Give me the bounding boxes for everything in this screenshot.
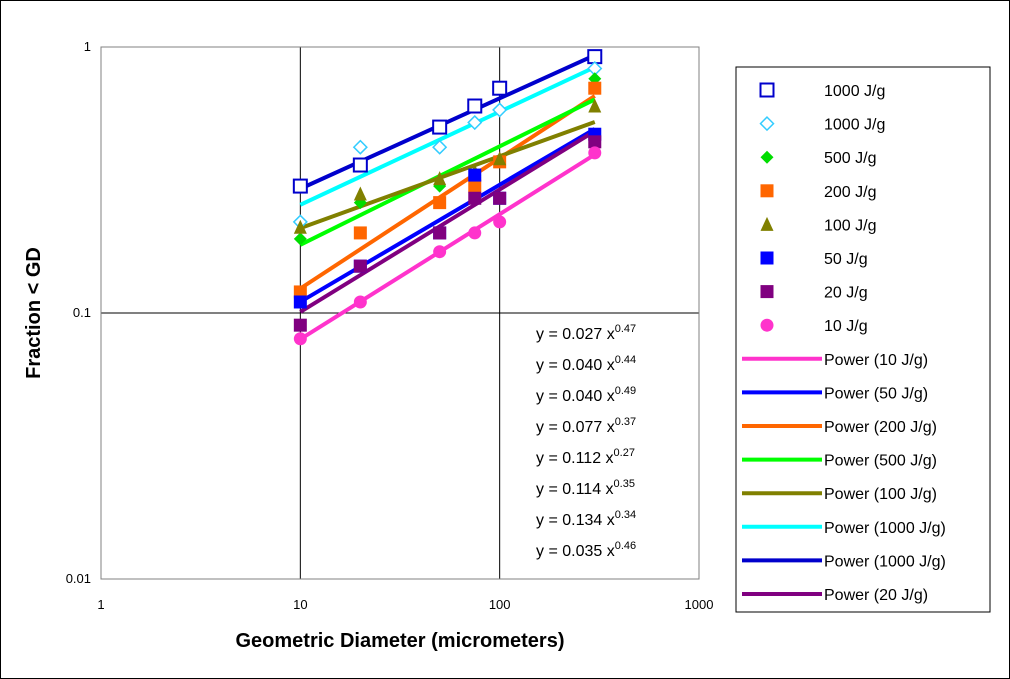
data-point [353, 226, 367, 240]
equation-label: y = 0.112 x0.27 [536, 447, 635, 467]
data-point [468, 226, 482, 240]
data-point [468, 191, 482, 205]
data-point [492, 80, 508, 96]
data-point [353, 259, 367, 273]
legend-marker [759, 82, 775, 98]
data-point [353, 186, 367, 201]
legend-marker [760, 216, 774, 231]
equation-label: y = 0.040 x0.49 [536, 385, 636, 405]
tick-labels: 1 10 100 1000 0.01 0.1 1 [66, 39, 714, 612]
x-tick-label: 100 [489, 597, 511, 612]
legend-label: 50 J/g [824, 251, 868, 268]
legend-marker [760, 150, 774, 164]
legend-box [735, 66, 991, 613]
trendline [299, 120, 596, 230]
trendline [299, 152, 596, 341]
equation-labels: y = 0.027 x0.47 y = 0.040 x0.44 y = 0.040 … [536, 323, 636, 560]
legend-label: 20 J/g [824, 285, 868, 302]
trendline [299, 97, 596, 247]
trendline [299, 127, 596, 304]
legend-marker [760, 251, 774, 265]
equation-label: y = 0.035 x0.46 [536, 540, 636, 560]
data-point [588, 98, 602, 113]
y-tick-label: 0.01 [66, 571, 91, 586]
equation-label: y = 0.077 x0.37 [536, 416, 636, 436]
legend-marker [760, 184, 774, 198]
equation-label: y = 0.134 x0.34 [536, 509, 636, 529]
data-point [588, 146, 602, 160]
y-tick-label: 1 [84, 39, 91, 54]
legend-label: Power (200 J/g) [824, 419, 937, 436]
legend-marker [760, 285, 774, 299]
data-point [293, 285, 307, 299]
equation-label: y = 0.114 x0.35 [536, 478, 635, 498]
legend-label: Power (10 J/g) [824, 352, 928, 369]
legend-marker [759, 116, 775, 132]
trendlines [299, 53, 596, 341]
data-point [493, 215, 507, 229]
legend-label: 10 J/g [824, 318, 868, 335]
data-point [588, 81, 602, 95]
legend-label: Power (1000 J/g) [824, 520, 946, 537]
legend-label: 1000 J/g [824, 117, 885, 134]
legend-label: Power (20 J/g) [824, 587, 928, 604]
data-point [493, 151, 507, 166]
legend-label: 1000 J/g [824, 83, 885, 100]
data-point [433, 196, 447, 210]
equation-label: y = 0.027 x0.47 [536, 323, 636, 343]
data-point [293, 295, 307, 309]
legend-label: Power (500 J/g) [824, 453, 937, 470]
trendline [299, 129, 596, 314]
trendline [299, 94, 596, 291]
legend-label: 500 J/g [824, 150, 876, 167]
grid [101, 47, 699, 579]
data-point [353, 295, 367, 309]
data-point [352, 157, 368, 173]
trendline [299, 53, 596, 191]
legend-label: Power (100 J/g) [824, 486, 937, 503]
data-point [467, 114, 483, 131]
data-point [432, 139, 448, 155]
data-point [588, 135, 602, 149]
x-tick-label: 1 [97, 597, 104, 612]
data-point [352, 139, 368, 155]
data-point [433, 226, 447, 240]
legend-marker [760, 318, 774, 332]
legend: 1000 J/g 1000 J/g 500 J/g 200 J/g 100 J/g 50 … [735, 66, 991, 613]
trendline [299, 65, 596, 207]
x-tick-label: 1000 [685, 597, 714, 612]
data-point [293, 219, 307, 234]
data-point [433, 245, 447, 259]
data-point [468, 179, 482, 193]
data-markers [292, 49, 603, 346]
data-point [468, 168, 482, 182]
legend-label: Power (50 J/g) [824, 385, 928, 402]
data-point [492, 102, 508, 118]
legend-label: 100 J/g [824, 217, 876, 234]
x-tick-label: 10 [293, 597, 307, 612]
y-axis-title: Fraction < GD [23, 247, 45, 379]
data-point [433, 171, 447, 186]
data-point [467, 98, 483, 114]
plot-area [100, 46, 700, 580]
data-point [293, 318, 307, 332]
data-point [432, 119, 448, 135]
x-axis-title: Geometric Diameter (micrometers) [235, 630, 564, 652]
y-tick-label: 0.1 [73, 305, 91, 320]
data-point [493, 191, 507, 205]
data-point [292, 178, 308, 194]
legend-label: Power (1000 J/g) [824, 553, 946, 570]
equation-label: y = 0.040 x0.44 [536, 354, 636, 374]
legend-label: 200 J/g [824, 184, 876, 201]
data-point [293, 332, 307, 346]
data-point [293, 232, 307, 246]
